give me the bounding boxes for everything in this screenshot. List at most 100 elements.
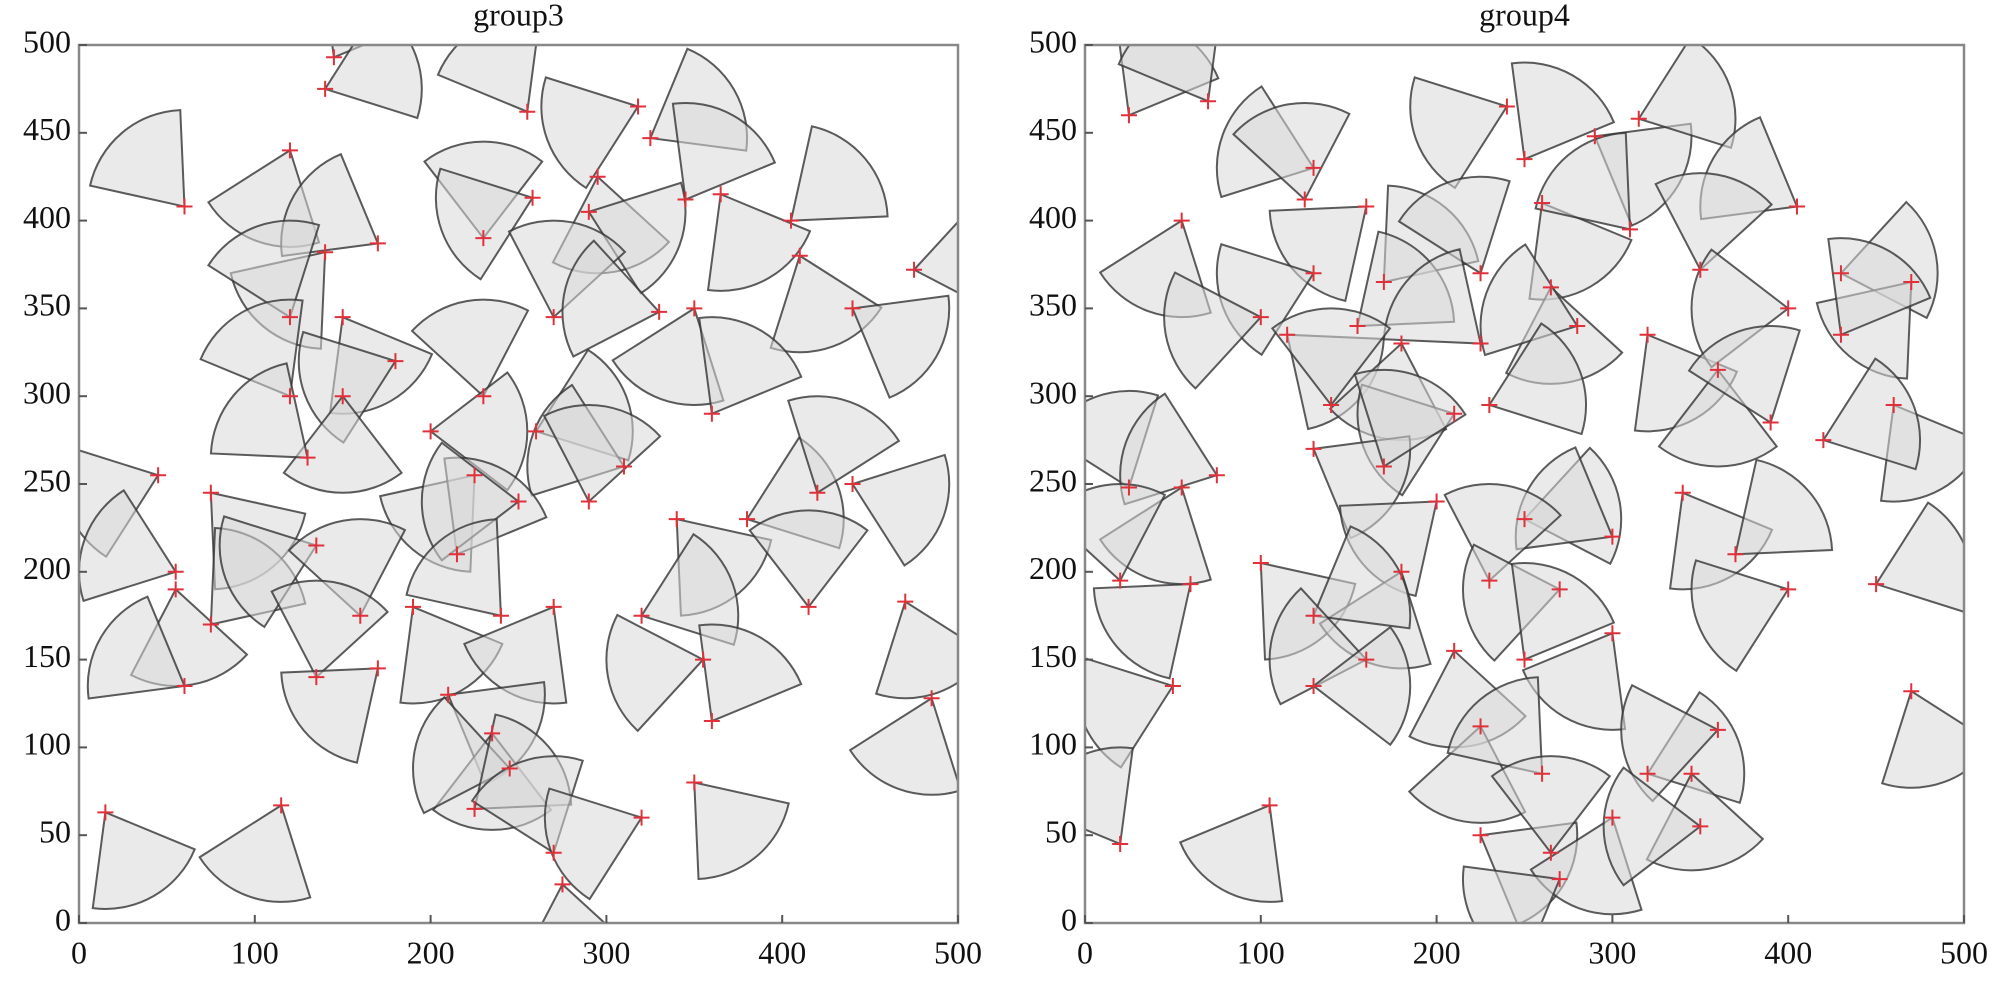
sensor-marker bbox=[1164, 677, 1181, 694]
sensor-marker bbox=[1261, 797, 1278, 814]
sensor-marker bbox=[1252, 309, 1269, 326]
x-tick-label: 300 bbox=[582, 934, 630, 970]
sector bbox=[1479, 243, 1579, 357]
sensor-marker bbox=[1305, 677, 1322, 694]
sensor-marker bbox=[1252, 555, 1269, 572]
sensor-marker bbox=[519, 103, 536, 120]
sensor-marker bbox=[545, 844, 562, 861]
sector bbox=[280, 667, 380, 764]
sensor-marker bbox=[475, 230, 492, 247]
y-tick-label: 300 bbox=[23, 375, 71, 411]
sector bbox=[748, 509, 869, 609]
sector bbox=[412, 695, 512, 815]
sector bbox=[1827, 237, 1932, 337]
sector bbox=[1654, 172, 1774, 272]
sector bbox=[1534, 131, 1632, 231]
sensor-marker bbox=[686, 774, 703, 791]
x-tick-label: 0 bbox=[71, 934, 87, 970]
sensor-marker bbox=[448, 546, 465, 563]
y-tick-label: 50 bbox=[39, 814, 71, 850]
sensor-marker bbox=[1481, 396, 1498, 413]
sensor-marker bbox=[1472, 265, 1489, 282]
sensor-marker bbox=[739, 511, 756, 528]
sensor-marker bbox=[1516, 651, 1533, 668]
sensor-marker bbox=[1604, 625, 1621, 642]
sector bbox=[1510, 61, 1616, 161]
sensor-marker bbox=[844, 476, 861, 492]
sensor-marker bbox=[1112, 572, 1129, 589]
sensor-marker bbox=[299, 449, 316, 466]
sensor-marker bbox=[317, 244, 334, 261]
sensor-marker bbox=[334, 309, 351, 326]
sector bbox=[874, 600, 958, 700]
sensor-marker bbox=[1885, 396, 1902, 413]
sensor-marker bbox=[1472, 335, 1489, 352]
sensor-marker bbox=[545, 598, 562, 615]
sector bbox=[706, 192, 812, 292]
sector bbox=[79, 488, 178, 603]
sensor-marker bbox=[281, 388, 298, 405]
sector bbox=[1085, 746, 1134, 846]
sensor-marker bbox=[1375, 458, 1392, 475]
sensor-marker bbox=[1498, 98, 1515, 115]
sector bbox=[198, 803, 312, 903]
sector bbox=[88, 109, 186, 208]
sensor-marker bbox=[1569, 317, 1586, 334]
y-tick-label: 100 bbox=[1029, 726, 1077, 762]
sensor-marker bbox=[484, 725, 501, 742]
sector bbox=[848, 696, 958, 796]
sensor-marker bbox=[1788, 198, 1805, 215]
sensor-marker bbox=[1305, 265, 1322, 282]
y-tick-label: 150 bbox=[23, 638, 71, 674]
sector bbox=[209, 362, 309, 459]
sensor-marker bbox=[1305, 607, 1322, 624]
sector bbox=[207, 219, 321, 319]
sensor-marker bbox=[97, 804, 114, 821]
sensor-marker bbox=[1481, 572, 1498, 589]
sensor-marker bbox=[1639, 326, 1656, 343]
sensor-marker bbox=[1305, 440, 1322, 457]
sensor-marker bbox=[167, 581, 184, 598]
sensor-marker bbox=[1868, 576, 1885, 593]
sensor-marker bbox=[791, 247, 808, 264]
y-tick-label: 0 bbox=[1061, 901, 1077, 937]
sensor-marker bbox=[1182, 576, 1199, 593]
sensor-marker bbox=[1542, 279, 1559, 296]
sensor-marker bbox=[352, 607, 369, 624]
sector bbox=[1490, 755, 1612, 855]
sensor-marker bbox=[545, 309, 562, 326]
sensor-marker bbox=[1815, 432, 1832, 449]
sector bbox=[1734, 458, 1834, 556]
sensor-marker bbox=[1709, 361, 1726, 378]
sector bbox=[1462, 865, 1562, 923]
sector bbox=[912, 220, 958, 294]
sensor-marker bbox=[1393, 563, 1410, 580]
sensor-marker bbox=[554, 876, 571, 893]
sensor-marker bbox=[809, 484, 826, 501]
y-tick-label: 450 bbox=[1029, 111, 1077, 147]
sensor-marker bbox=[782, 212, 799, 229]
sensor-marker bbox=[524, 189, 541, 206]
y-tick-label: 350 bbox=[1029, 287, 1077, 323]
sensor-marker bbox=[1780, 300, 1797, 317]
sensor-marker bbox=[334, 388, 351, 405]
sensor-marker bbox=[202, 616, 219, 633]
sector bbox=[1687, 324, 1801, 425]
sector bbox=[671, 101, 777, 201]
sector bbox=[787, 395, 901, 495]
sensor-marker bbox=[1472, 827, 1489, 844]
sector bbox=[1270, 307, 1392, 407]
x-tick-label: 400 bbox=[1764, 934, 1812, 970]
sector bbox=[698, 316, 803, 416]
sensor-marker bbox=[642, 130, 659, 147]
sensor-marker bbox=[1446, 405, 1463, 422]
sensor-marker bbox=[1358, 651, 1375, 668]
sensor-marker bbox=[580, 493, 597, 510]
sensor-marker bbox=[466, 467, 483, 484]
sensor-marker bbox=[1639, 765, 1656, 782]
y-tick-label: 300 bbox=[1029, 375, 1077, 411]
y-tick-label: 150 bbox=[1029, 638, 1077, 674]
sensor-marker bbox=[1173, 479, 1190, 496]
sensor-marker bbox=[633, 607, 650, 624]
